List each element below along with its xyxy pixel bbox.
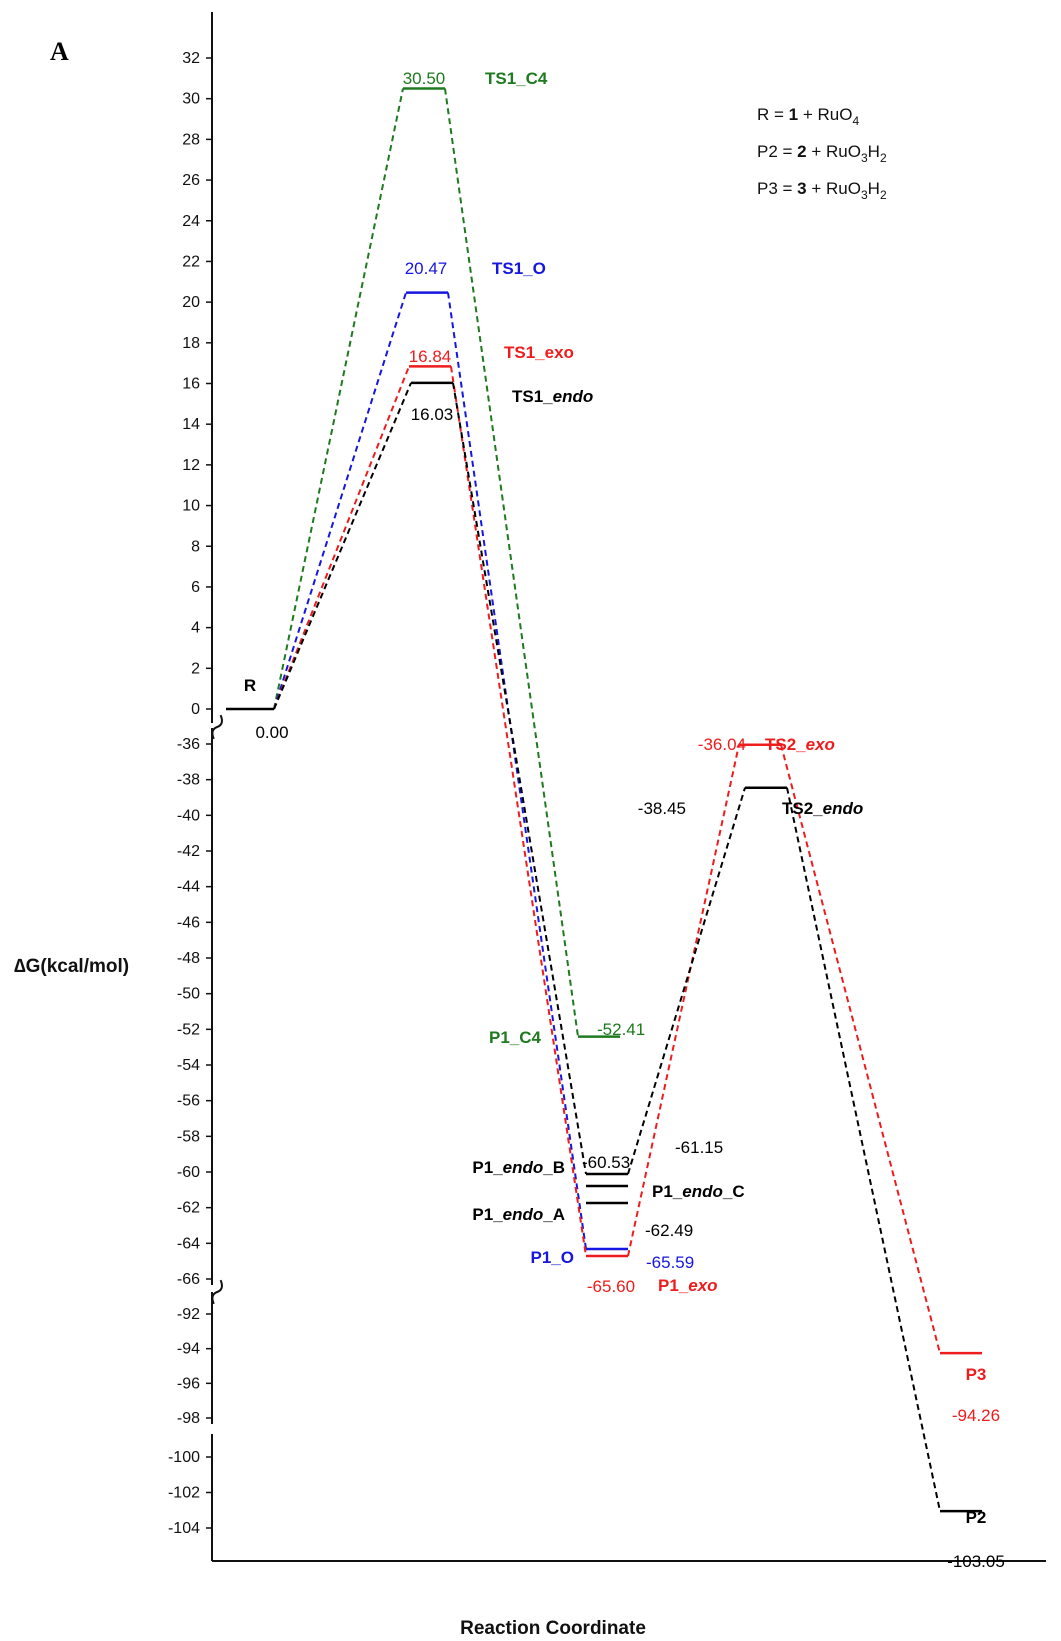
y-tick-label: -60 xyxy=(177,1164,200,1181)
level-labels: 0.00 R 30.50 TS1_C4 20.47 TS1_O 16.84 TS1_exo 16… xyxy=(244,69,1005,1571)
level-name: P1_C4 xyxy=(489,1028,542,1047)
y-tick-label: 10 xyxy=(182,498,200,515)
y-tick-label: 22 xyxy=(182,253,200,270)
y-tick-label: -96 xyxy=(177,1375,200,1392)
y-tick-label: -46 xyxy=(177,914,200,931)
y-tick-label: -104 xyxy=(168,1520,200,1537)
y-tick-label: -36 xyxy=(177,736,200,753)
y-tick-label: -50 xyxy=(177,986,200,1003)
level-name: TS1_endo xyxy=(512,387,593,406)
y-tick-label: 18 xyxy=(182,335,200,352)
y-tick-label: 2 xyxy=(191,660,200,677)
y-tick-label: -54 xyxy=(177,1057,200,1074)
y-tick-label: 14 xyxy=(182,416,200,433)
level-value: -36.04 xyxy=(698,735,746,754)
y-tick-label: 32 xyxy=(182,50,200,67)
level-name: P2 xyxy=(966,1508,987,1527)
level-value: 16.03 xyxy=(411,405,454,424)
level-value: 20.47 xyxy=(405,259,448,278)
connector-line xyxy=(627,744,740,1257)
level-value: -61.15 xyxy=(675,1138,723,1157)
y-tick-label: -52 xyxy=(177,1021,200,1038)
y-tick-label: 8 xyxy=(191,538,200,555)
level-value: -38.45 xyxy=(638,799,686,818)
y-tick-label: 6 xyxy=(191,579,200,596)
connector-line xyxy=(627,787,746,1175)
level-name: TS1_exo xyxy=(504,343,574,362)
y-tick-label: -48 xyxy=(177,950,200,967)
connector-line xyxy=(444,88,579,1037)
connector-line xyxy=(452,382,587,1175)
connector-line xyxy=(273,292,407,710)
level-name: P1_O xyxy=(531,1248,574,1267)
y-tick-label: -94 xyxy=(177,1341,200,1358)
y-tick-label: -98 xyxy=(177,1410,200,1427)
y-tick-label: 16 xyxy=(182,376,200,393)
y-tick-label: -62 xyxy=(177,1200,200,1217)
y-tick-label: -42 xyxy=(177,843,200,860)
level-name: R xyxy=(244,676,256,695)
y-tick-label: -38 xyxy=(177,772,200,789)
level-name: P1_endo_C xyxy=(652,1182,745,1201)
y-tick-label: 0 xyxy=(191,701,200,718)
legend-entry: P3 = 3 + RuO3H2 xyxy=(757,179,887,202)
y-tick-label: -102 xyxy=(168,1485,200,1502)
y-axis: 02468101214161820222426283032-36-38-40-4… xyxy=(168,12,1046,1562)
y-tick-label: -64 xyxy=(177,1235,200,1252)
level-value: -52.41 xyxy=(597,1020,645,1039)
y-tick-label: 4 xyxy=(191,620,200,637)
y-tick-label: -40 xyxy=(177,807,200,824)
y-tick-label: -100 xyxy=(168,1449,200,1466)
level-name: TS1_O xyxy=(492,259,546,278)
connector-lines xyxy=(273,88,941,1512)
y-tick-label: -44 xyxy=(177,879,200,896)
legend-entry: R = 1 + RuO4 xyxy=(757,105,859,128)
y-tick-label: 28 xyxy=(182,131,200,148)
connector-line xyxy=(447,292,587,1250)
x-axis-title: Reaction Coordinate xyxy=(460,1618,646,1639)
connector-line xyxy=(786,787,941,1512)
connector-line xyxy=(273,88,404,710)
y-tick-label: 12 xyxy=(182,457,200,474)
y-tick-label: 24 xyxy=(182,213,200,230)
y-tick-label: -66 xyxy=(177,1271,200,1288)
y-tick-label: -92 xyxy=(177,1306,200,1323)
legend-entry: P2 = 2 + RuO3H2 xyxy=(757,142,887,165)
energy-levels xyxy=(226,87,982,1513)
y-tick-label: 26 xyxy=(182,172,200,189)
axis-break-mark xyxy=(211,1279,223,1305)
level-name: P1_endo_A xyxy=(472,1205,565,1224)
level-value: 0.00 xyxy=(255,723,288,742)
connector-line xyxy=(450,366,587,1257)
level-name: TS2_endo xyxy=(782,799,863,818)
y-tick-label: -58 xyxy=(177,1128,200,1145)
level-name: P1_endo_B xyxy=(472,1158,565,1177)
level-value: -60.53 xyxy=(582,1153,630,1172)
level-name: TS1_C4 xyxy=(485,69,548,88)
y-tick-label: 30 xyxy=(182,91,200,108)
connector-line xyxy=(780,744,941,1354)
legend: R = 1 + RuO4 P2 = 2 + RuO3H2 P3 = 3 + RuO3… xyxy=(757,105,887,202)
connector-line xyxy=(273,382,412,710)
level-value: -62.49 xyxy=(645,1221,693,1240)
panel-label: A xyxy=(50,37,69,66)
y-tick-label: -56 xyxy=(177,1093,200,1110)
y-tick-label: 20 xyxy=(182,294,200,311)
level-value: 30.50 xyxy=(403,69,446,88)
y-axis-title: ∆G(kcal/mol) xyxy=(14,956,129,977)
level-value: -94.26 xyxy=(952,1406,1000,1425)
level-name: P3 xyxy=(966,1365,987,1384)
level-value: -103.05 xyxy=(947,1552,1005,1571)
level-name: P1_exo xyxy=(658,1276,718,1295)
level-name: TS2_exo xyxy=(765,735,835,754)
level-value: -65.60 xyxy=(587,1277,635,1296)
level-value: 16.84 xyxy=(409,347,452,366)
connector-line xyxy=(273,366,410,710)
level-value: -65.59 xyxy=(646,1253,694,1272)
axis-break-mark xyxy=(211,714,223,740)
